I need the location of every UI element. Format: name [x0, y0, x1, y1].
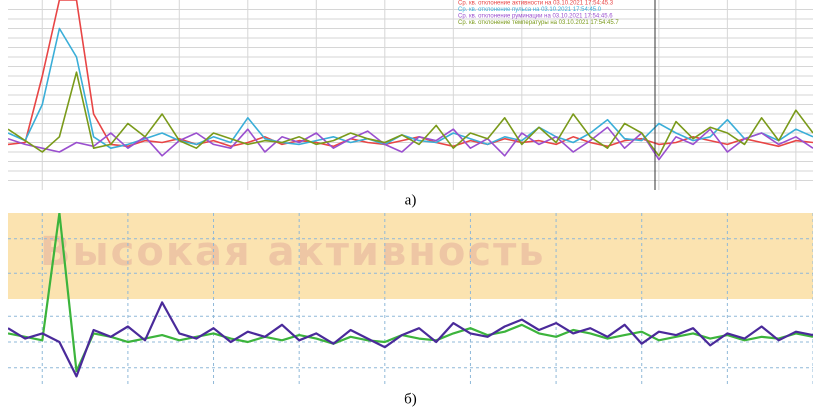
band	[8, 213, 813, 299]
band-label: Высокая активность	[40, 229, 546, 275]
caption: а)	[405, 192, 417, 208]
caption: б)	[404, 391, 417, 407]
series-line	[8, 126, 813, 161]
legend-entry: Ср. кв. отклонение пульса на 03.10.2021 …	[458, 7, 602, 13]
legend-entry: Ср. кв. отклонение руминации на 03.10.20…	[458, 14, 613, 20]
legend-entry: Ср. кв. отклонение активности на 03.10.2…	[458, 1, 614, 7]
series-line	[8, 71, 813, 157]
series-line	[8, 301, 813, 378]
legend-entry: Ср. кв. отклонение температуры на 03.10.…	[458, 20, 619, 26]
series-line	[8, 0, 813, 148]
